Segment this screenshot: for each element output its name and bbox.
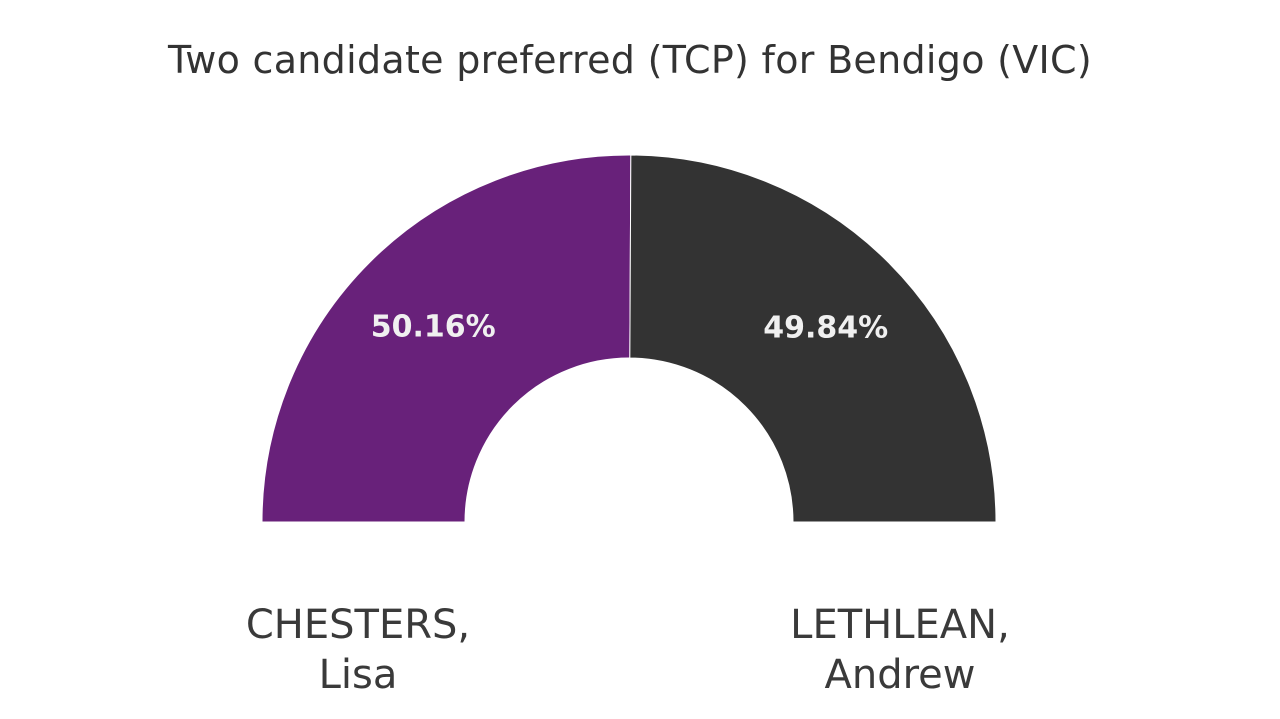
data-label-1: 49.84% <box>763 310 888 345</box>
slice-1 <box>629 154 997 523</box>
chart-title: Two candidate preferred (TCP) for Bendig… <box>167 38 1093 82</box>
legend-label-line1: LETHLEAN, <box>790 602 1010 648</box>
legend-label-line2: Andrew <box>824 652 976 698</box>
legend-label-line1: CHESTERS, <box>245 602 471 648</box>
slice-0 <box>261 154 632 523</box>
slices-layer <box>261 154 997 523</box>
legend-item-chesters: CHESTERS, Lisa <box>148 600 568 700</box>
legend-label-line2: Lisa <box>318 652 398 698</box>
data-labels-layer: 50.16% 49.84% <box>371 309 888 345</box>
legend-item-lethlean: LETHLEAN, Andrew <box>690 600 1110 700</box>
data-label-0: 50.16% <box>371 309 496 344</box>
